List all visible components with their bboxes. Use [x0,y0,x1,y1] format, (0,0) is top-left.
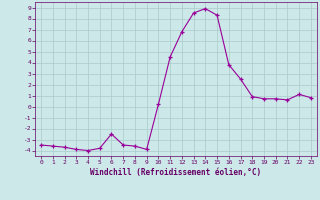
X-axis label: Windchill (Refroidissement éolien,°C): Windchill (Refroidissement éolien,°C) [91,168,261,177]
